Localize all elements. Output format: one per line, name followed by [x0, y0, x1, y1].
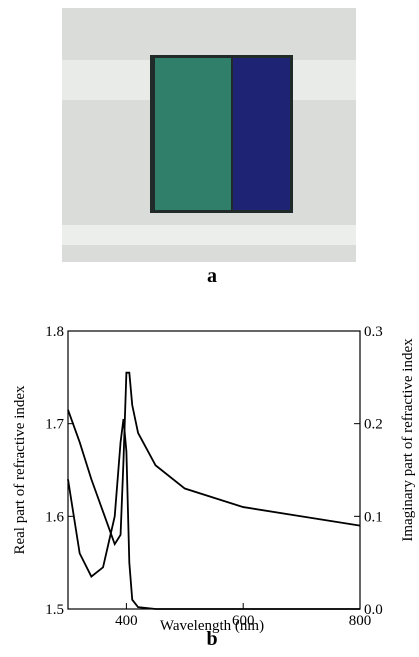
x-axis-label: Wavelength (nm) — [160, 618, 264, 634]
photo: a — [62, 8, 356, 287]
plot-frame — [67, 330, 361, 610]
y-axis-label: Real part of refractive index — [12, 385, 28, 555]
y2-tick-label: 0.2 — [364, 417, 383, 433]
x-tick-label: 400 — [115, 613, 138, 629]
x-tick-label: 600 — [232, 613, 255, 629]
y2-axis-label: Imaginary part of refractive index — [400, 338, 416, 542]
y2-tick-label: 0.1 — [364, 509, 383, 525]
photo-highlight — [62, 225, 356, 245]
sample-blue — [233, 58, 290, 210]
sample-green — [155, 58, 231, 210]
y-tick-label: 1.5 — [45, 602, 64, 618]
data-line — [67, 418, 360, 610]
x-tick-label: 800 — [349, 613, 372, 629]
panel-label: b — [206, 628, 217, 650]
y-tick-label: 1.7 — [45, 417, 64, 433]
y-tick-label: 1.8 — [45, 324, 64, 340]
y-tick-label: 1.6 — [45, 509, 64, 525]
y2-tick-label: 0.0 — [364, 602, 383, 618]
data-line — [67, 371, 361, 547]
y2-tick-label: 0.3 — [364, 324, 383, 340]
panel-label: a — [207, 265, 217, 287]
